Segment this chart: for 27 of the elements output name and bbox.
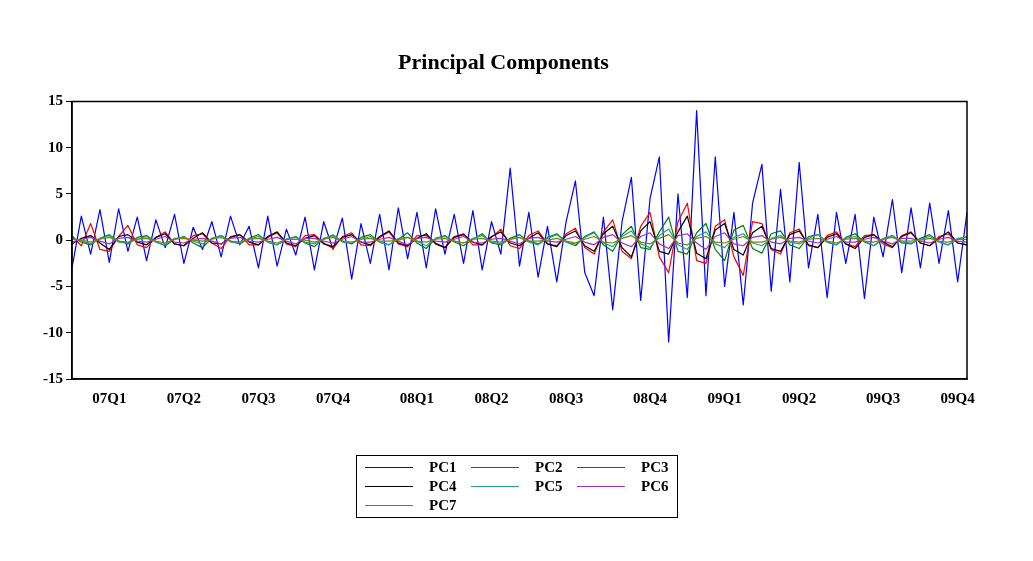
y-tick-label: 10 bbox=[48, 138, 63, 155]
legend-label: PC2 bbox=[534, 459, 563, 476]
y-tick-label: 0 bbox=[55, 231, 63, 248]
x-tick-label: 07Q3 bbox=[241, 389, 276, 406]
y-tick-label: -15 bbox=[43, 369, 63, 386]
legend-label: PC7 bbox=[428, 497, 457, 514]
x-tick-label: 08Q2 bbox=[474, 389, 509, 406]
legend-label: PC6 bbox=[640, 478, 669, 495]
legend-label: PC4 bbox=[428, 478, 457, 495]
legend-label: PC5 bbox=[534, 478, 563, 495]
x-tick-label: 09Q2 bbox=[782, 389, 817, 406]
y-tick-label: -10 bbox=[43, 323, 63, 340]
x-tick-label: 09Q1 bbox=[707, 389, 742, 406]
y-tick-label: 5 bbox=[55, 184, 63, 201]
x-tick-label: 08Q4 bbox=[632, 389, 668, 406]
x-tick-label: 07Q1 bbox=[92, 389, 127, 406]
x-tick-label: 08Q1 bbox=[399, 389, 435, 406]
x-tick-label: 07Q4 bbox=[315, 389, 351, 406]
x-tick-label: 09Q3 bbox=[866, 389, 901, 406]
legend-label: PC3 bbox=[640, 459, 669, 476]
y-tick-label: -5 bbox=[50, 277, 63, 294]
x-tick-label: 08Q3 bbox=[549, 389, 584, 406]
y-tick-label: 15 bbox=[48, 92, 63, 109]
x-tick-label: 09Q4 bbox=[940, 389, 976, 406]
chart-title: Principal Components bbox=[398, 48, 610, 74]
x-tick-label: 07Q2 bbox=[166, 389, 201, 406]
legend-label: PC1 bbox=[428, 459, 457, 476]
